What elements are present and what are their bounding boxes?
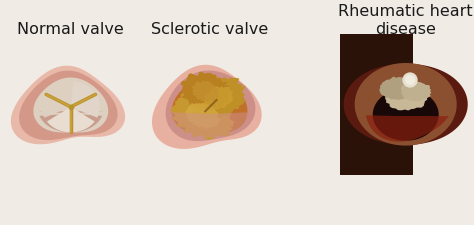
Polygon shape — [181, 72, 230, 111]
Circle shape — [403, 73, 417, 87]
Polygon shape — [384, 83, 427, 110]
Text: Sclerotic valve: Sclerotic valve — [151, 22, 268, 38]
Polygon shape — [11, 66, 125, 144]
Polygon shape — [152, 65, 262, 149]
Polygon shape — [33, 78, 108, 133]
Polygon shape — [344, 64, 468, 145]
Polygon shape — [379, 76, 414, 100]
Polygon shape — [47, 107, 95, 132]
Polygon shape — [172, 76, 247, 134]
Polygon shape — [42, 81, 71, 118]
Circle shape — [406, 76, 414, 84]
Polygon shape — [203, 86, 233, 110]
Polygon shape — [19, 71, 118, 140]
Bar — [340, 34, 472, 175]
Polygon shape — [192, 81, 219, 102]
Polygon shape — [373, 89, 438, 141]
Polygon shape — [165, 70, 255, 141]
Polygon shape — [38, 111, 104, 133]
Polygon shape — [355, 63, 457, 146]
Polygon shape — [171, 93, 234, 140]
Text: Normal valve: Normal valve — [18, 22, 124, 38]
Text: Rheumatic heart
disease: Rheumatic heart disease — [338, 4, 473, 38]
Polygon shape — [185, 103, 220, 129]
Bar — [340, 34, 472, 175]
Polygon shape — [190, 77, 246, 120]
Polygon shape — [358, 115, 454, 142]
Polygon shape — [401, 81, 431, 101]
Polygon shape — [171, 112, 248, 137]
Polygon shape — [71, 81, 100, 118]
